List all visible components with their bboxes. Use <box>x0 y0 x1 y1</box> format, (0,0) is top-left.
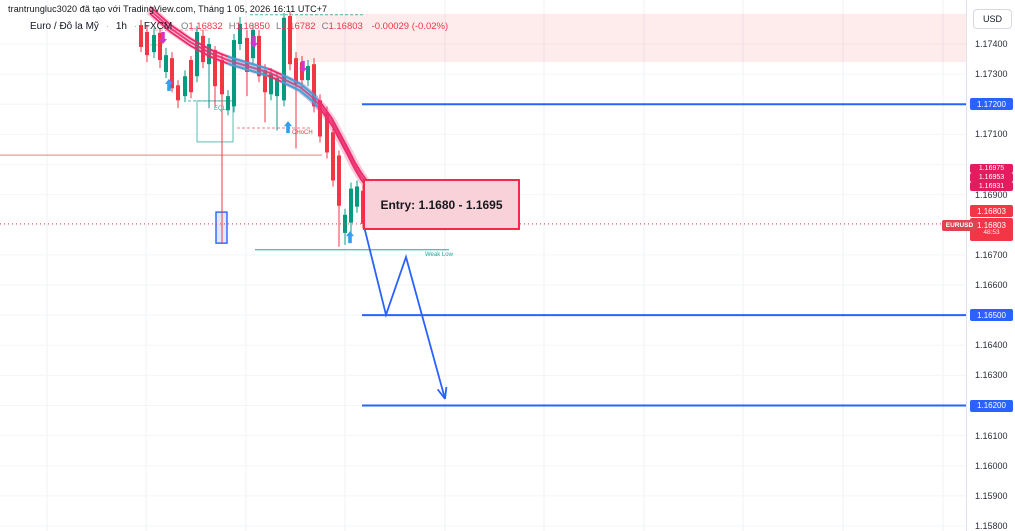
price-level-badge: 1.16953 <box>970 173 1013 182</box>
axis-tick-label: 1.16600 <box>975 280 1008 290</box>
currency-toggle-button[interactable]: USD <box>973 9 1012 29</box>
choch-label[interactable]: CHoCH <box>292 130 313 136</box>
eql-label[interactable]: EQL <box>214 106 227 112</box>
last-price-label: 1.16803 48:53 <box>970 218 1013 241</box>
axis-tick-label: 1.16300 <box>975 370 1008 381</box>
ma-ribbon <box>146 5 371 187</box>
projection-path[interactable] <box>363 226 446 400</box>
down-arrow-marker <box>298 60 307 73</box>
ohlc-key: O <box>180 21 189 32</box>
grid-lines <box>0 0 966 531</box>
last-price-value: 1.16803 <box>977 220 1006 230</box>
supply-zone[interactable] <box>296 13 966 63</box>
axis-tick-label: 1.16000 <box>975 460 1008 471</box>
price-level-badge: 1.16931 <box>970 182 1013 191</box>
axis-tick-label: 1.17100 <box>975 129 1008 140</box>
ma-ribbon-blue-segment <box>281 72 318 111</box>
legend-interval[interactable]: 1h <box>115 21 127 32</box>
legend-exchange: FXCM <box>143 21 173 32</box>
entry-annotation-text: Entry: 1.1680 - 1.1695 <box>380 197 503 212</box>
price-level-badge: 1.16803 <box>970 205 1013 217</box>
symbol-price-badge: EURUSD <box>942 220 977 231</box>
weak-low-label[interactable]: Weak Low <box>425 252 453 258</box>
ohlc-value: 1.16782 <box>281 21 316 32</box>
price-axis[interactable]: USD 1.17400 1.17300 1.17100 1.16900 1.16700 1… <box>966 0 1015 531</box>
axis-tick-label: 1.17400 <box>975 39 1008 49</box>
entry-annotation[interactable]: Entry: 1.1680 - 1.1695 <box>363 179 520 230</box>
legend-ohlc-values: O1.16832 H1.16850 L1.16782 C1.16803 <box>175 21 363 32</box>
axis-tick-label: 1.17300 <box>975 69 1008 80</box>
legend-separator: · <box>133 21 138 32</box>
axis-tick-label: 1.15900 <box>975 490 1008 501</box>
ohlc-value: 1.16850 <box>235 21 270 32</box>
projection-arrowhead <box>436 388 446 400</box>
axis-tick-label: 1.16100 <box>975 430 1008 441</box>
price-level-badge[interactable]: 1.17200 <box>970 98 1013 111</box>
up-arrow-marker <box>165 78 173 91</box>
legend-change: -0.00029 (-0.02%) <box>371 21 449 32</box>
axis-tick-label: 1.16400 <box>975 340 1008 351</box>
legend-separator: · <box>105 21 110 32</box>
up-arrow-marker <box>345 231 354 244</box>
ohlc-key: C <box>321 21 329 32</box>
attribution-text: trantrungluc3020 đã tạo với TradingView.… <box>8 4 328 14</box>
ohlc-key: L <box>275 21 282 32</box>
axis-tick-label: 1.16900 <box>975 189 1008 200</box>
price-level-badge[interactable]: 1.16500 <box>970 309 1013 322</box>
symbol-legend[interactable]: Euro / Đô la Mỹ · 1h · FXCM O1.16832 H1.1… <box>30 21 448 32</box>
bar-countdown: 48:53 <box>983 229 1000 237</box>
down-arrow-marker <box>250 35 258 48</box>
ohlc-value: 1.16803 <box>328 21 363 32</box>
axis-tick-label: 1.16700 <box>975 249 1008 260</box>
axis-tick-label: 1.15800 <box>975 521 1008 531</box>
signal-markers <box>159 32 354 244</box>
legend-symbol[interactable]: Euro / Đô la Mỹ <box>30 21 99 32</box>
ohlc-key: H <box>228 21 236 32</box>
projection-arrowhead <box>444 386 448 399</box>
price-level-badge[interactable]: 1.16200 <box>970 399 1013 412</box>
down-arrow-marker <box>159 32 167 44</box>
price-level-badge: 1.16975 <box>970 164 1013 173</box>
up-arrow-marker <box>283 121 292 134</box>
ohlc-value: 1.16832 <box>188 21 223 32</box>
